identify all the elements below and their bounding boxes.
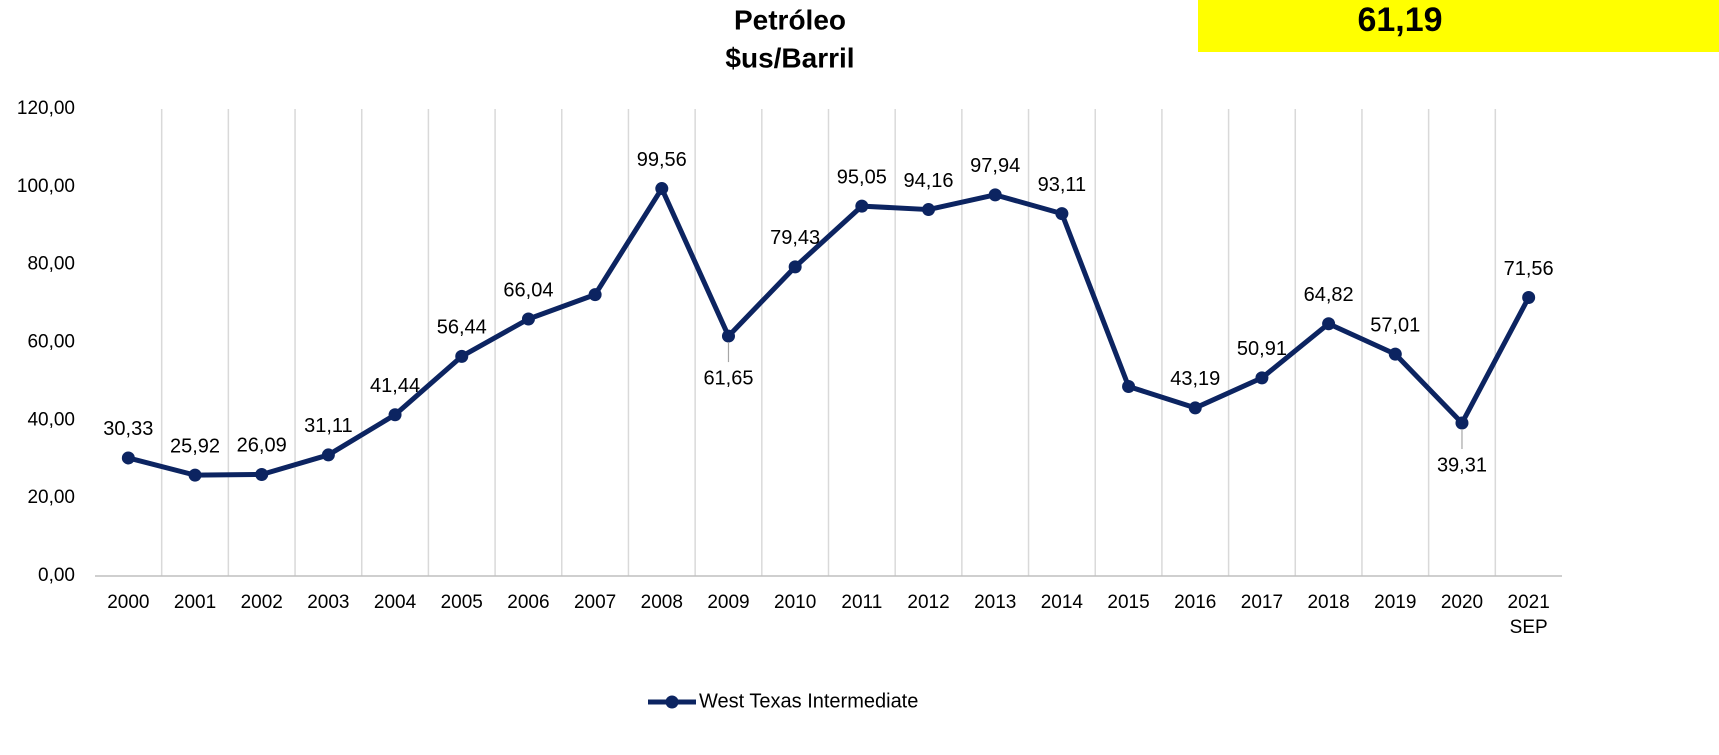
point [1055,207,1069,221]
x-tick-label: 2019 [1374,592,1416,613]
data-label: 57,01 [1370,314,1420,336]
point [788,260,802,274]
point [455,349,469,363]
y-tick-label: 100,00 [17,176,75,197]
highlight-box [1198,0,1719,52]
chart-subtitle: $us/Barril [725,42,854,73]
y-tick-label: 40,00 [27,409,75,430]
y-tick-label: 80,00 [27,254,75,275]
x-tick-label: 2002 [241,592,283,613]
y-tick-label: 60,00 [27,332,75,353]
data-label: 39,31 [1437,454,1487,476]
x-tick-label: 2011 [841,592,882,613]
data-label: 66,04 [503,279,553,301]
data-label: 25,92 [170,435,220,457]
point [188,468,202,482]
x-tick-label: 2012 [907,592,949,613]
point [988,188,1002,202]
x-tick-label: 2015 [1107,592,1149,613]
line [127,186,1531,478]
point [1322,317,1336,331]
point [121,451,135,465]
x-tick-label: 2016 [1174,592,1216,613]
data-label: 31,11 [304,415,353,437]
point [255,467,269,481]
x-tick-label: 2020 [1441,592,1483,613]
point [521,312,535,326]
point [1522,291,1536,305]
x-tick-label: 2006 [507,592,549,613]
data-label: 94,16 [903,170,953,192]
data-label: 41,44 [370,375,420,397]
data-label: 79,43 [770,227,820,249]
data-label: 95,05 [837,166,887,188]
data-label: 61,65 [703,367,753,389]
point [388,408,402,422]
point [855,199,869,213]
x-tick-label: 2004 [374,592,417,613]
point [655,182,669,196]
x-tick-label: 2017 [1241,592,1283,613]
y-tick-label: 120,00 [17,98,75,119]
data-label: 64,82 [1304,284,1354,306]
y-tick-label: 20,00 [27,487,75,508]
x-tick-label: 2001 [174,592,216,613]
point [588,288,602,302]
x-tick-label: 2021 SEP [1508,592,1550,638]
x-tick-label: 2009 [707,592,749,613]
data-label: 71,56 [1504,258,1554,280]
data-label: 43,19 [1170,368,1220,390]
x-tick-label: 2018 [1307,592,1349,613]
legend-marker [665,695,679,709]
point [1455,416,1469,430]
data-label: 26,09 [237,435,287,457]
point [1122,379,1136,393]
data-label: 97,94 [970,155,1020,177]
y-tick-label: 0,00 [38,565,75,586]
x-tick-label: 2013 [974,592,1016,613]
chart-title: Petróleo [734,4,846,35]
x-tick-label: 2000 [107,592,149,613]
data-label: 30,33 [103,418,153,440]
point [1388,347,1402,361]
x-tick-label: 2014 [1041,592,1084,613]
x-tick-label: 2008 [641,592,683,613]
data-label: 56,44 [437,317,487,339]
point [1188,401,1202,415]
x-tick-label: 2003 [307,592,349,613]
data-label: 50,91 [1237,338,1287,360]
x-tick-label: 2010 [774,592,816,613]
data-label: 93,11 [1038,174,1087,196]
highlight-value: 61,19 [1357,1,1442,39]
data-label: 99,56 [637,149,687,171]
point [321,448,335,462]
x-tick-label: 2007 [574,592,616,613]
x-tick-label: 2005 [441,592,483,613]
point [1255,371,1269,385]
legend-label: West Texas Intermediate [699,690,918,712]
point [922,203,936,217]
point [721,329,735,343]
